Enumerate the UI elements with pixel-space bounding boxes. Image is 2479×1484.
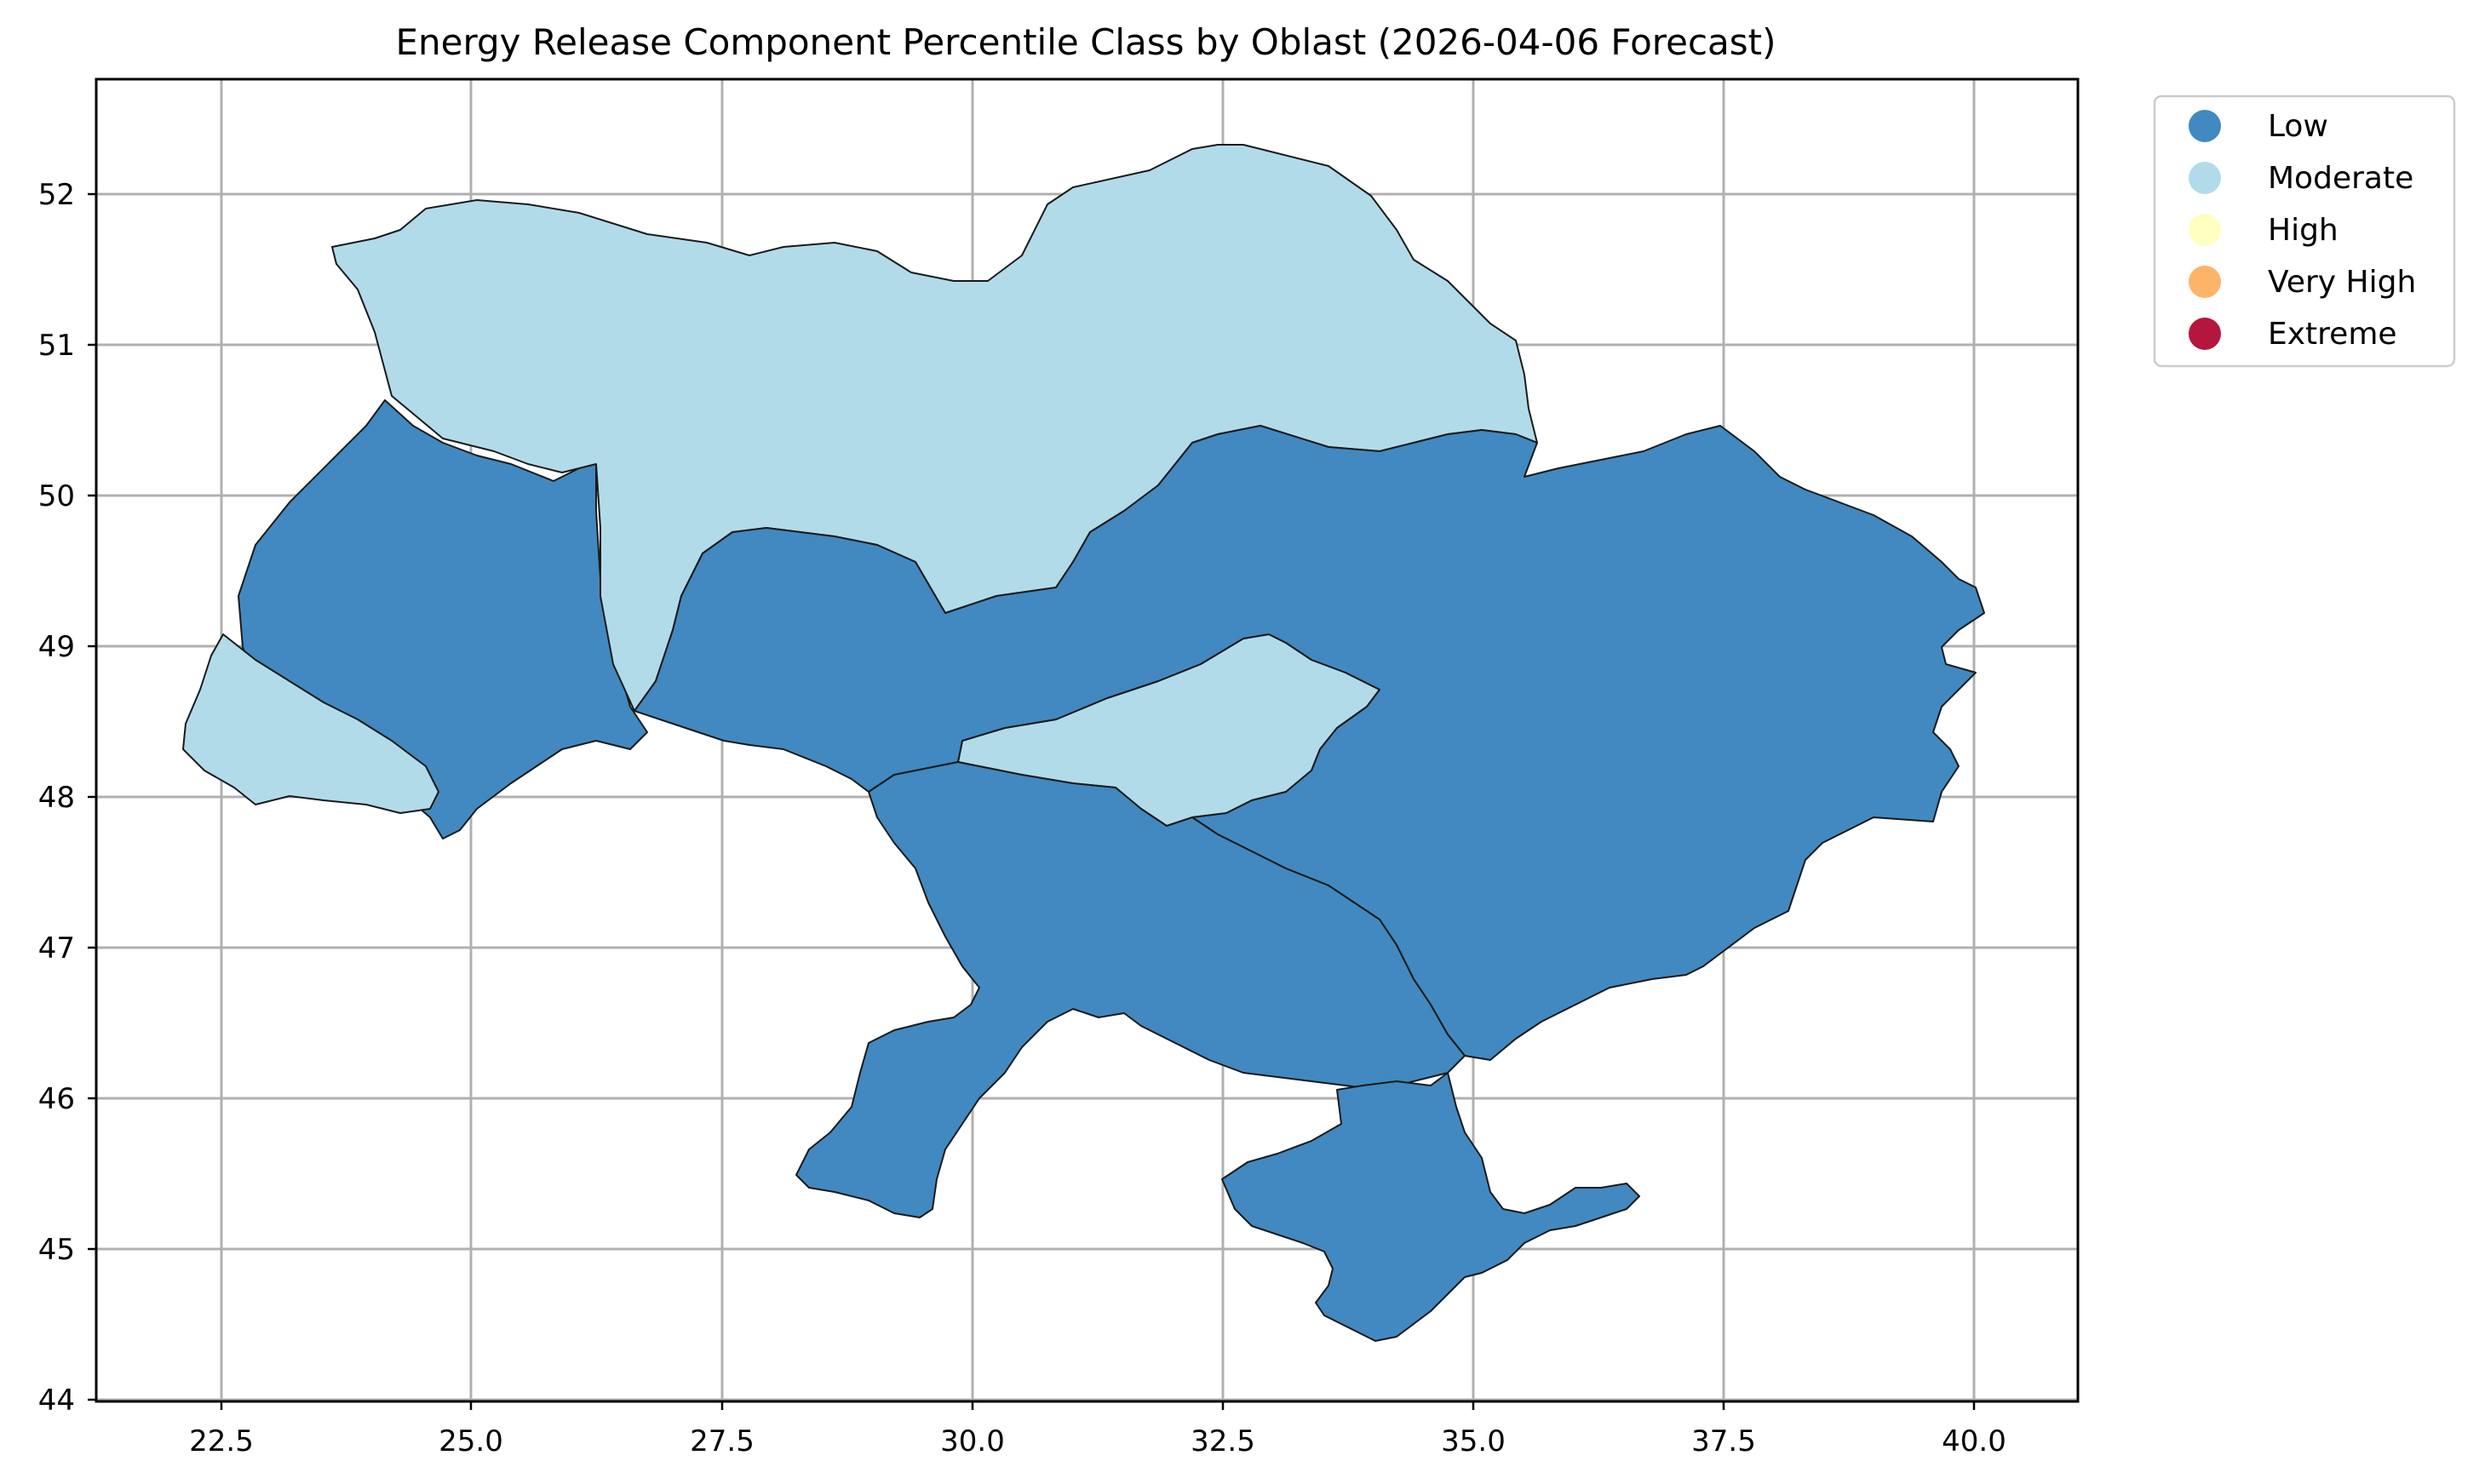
legend-marker-extreme [2189,318,2221,350]
region-center-east-low [634,425,1985,1061]
map-title: Energy Release Component Percentile Clas… [395,21,1776,63]
y-axis-ticks: 44 45 46 47 48 49 50 51 52 [38,178,96,1418]
x-tick-label: 30.0 [940,1424,1005,1458]
y-tick-label: 48 [38,781,75,815]
legend-marker-low [2189,110,2221,142]
y-tick-label: 47 [38,931,75,965]
x-tick-label: 27.5 [690,1424,755,1458]
x-tick-label: 32.5 [1191,1424,1255,1458]
y-tick-label: 49 [38,630,75,664]
x-tick-label: 35.0 [1441,1424,1506,1458]
y-tick-label: 52 [38,178,75,212]
x-tick-label: 40.0 [1942,1424,2006,1458]
y-tick-label: 50 [38,479,75,513]
x-axis-ticks: 22.5 25.0 27.5 30.0 32.5 35.0 37.5 40.0 [189,1401,2006,1458]
legend-marker-very-high [2189,266,2221,298]
legend-label-high: High [2268,213,2338,248]
y-tick-label: 44 [38,1384,75,1418]
x-tick-label: 25.0 [439,1424,503,1458]
map-legend: Low Moderate High Very High Extreme [2153,95,2456,368]
y-tick-label: 45 [38,1233,75,1267]
x-tick-label: 22.5 [189,1424,254,1458]
map-frame [95,77,2080,1403]
region-zakarpattia [182,633,439,814]
region-crimea [1221,1072,1640,1342]
legend-label-very-high: Very High [2268,265,2416,300]
y-tick-label: 46 [38,1082,75,1116]
legend-label-extreme: Extreme [2268,317,2397,352]
legend-marker-moderate [2189,162,2221,194]
legend-marker-high [2189,214,2221,246]
legend-label-low: Low [2268,109,2328,144]
region-south-low [795,761,1466,1218]
legend-frame [2153,95,2456,368]
y-tick-label: 51 [38,329,75,363]
x-tick-label: 37.5 [1691,1424,1756,1458]
legend-label-moderate: Moderate [2268,161,2413,196]
